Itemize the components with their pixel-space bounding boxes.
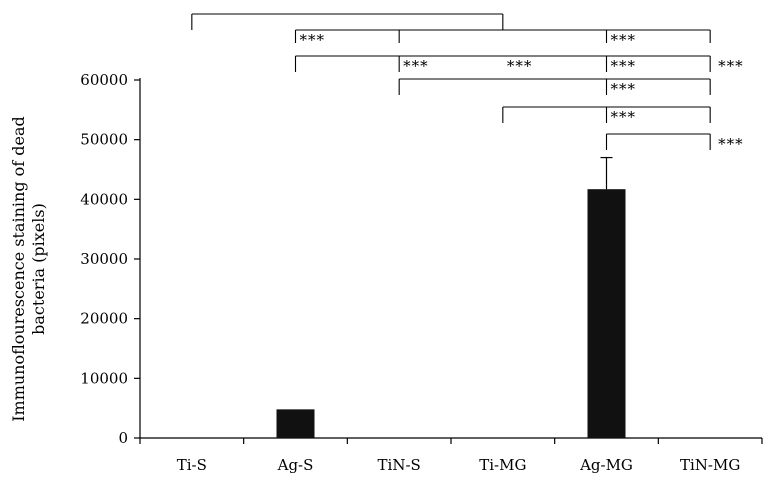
significance-bracket: *** *** *** *** bbox=[294, 55, 744, 75]
significance-label: *** bbox=[611, 57, 637, 75]
x-category-label: TiN-S bbox=[378, 456, 421, 474]
y-axis-label-line: bacteria (pixels) bbox=[29, 203, 48, 335]
significance-label: *** bbox=[403, 57, 429, 75]
significance-bracket bbox=[191, 13, 504, 30]
significance-label: *** bbox=[718, 135, 744, 153]
significance-label: *** bbox=[611, 31, 637, 49]
significance-brackets: *** *** *** *** *** *** *** *** *** bbox=[191, 13, 744, 153]
bar bbox=[276, 409, 315, 438]
y-axis-label: Immunoflourescence staining of dead bacte… bbox=[9, 116, 48, 422]
x-category-label: Ti-S bbox=[177, 456, 207, 474]
y-tick-label: 20000 bbox=[80, 310, 128, 328]
significance-label: *** bbox=[718, 57, 744, 75]
y-tick-label: 0 bbox=[118, 429, 128, 447]
x-categories: Ti-S Ag-S TiN-S Ti-MG Ag-MG TiN-MG bbox=[177, 456, 741, 474]
y-tick-label: 30000 bbox=[80, 250, 128, 268]
significance-label: *** bbox=[611, 108, 637, 126]
significance-bracket: *** bbox=[502, 106, 711, 126]
y-axis-label-line: Immunoflourescence staining of dead bbox=[9, 116, 28, 422]
x-category-label: TiN-MG bbox=[680, 456, 740, 474]
significance-label: *** bbox=[507, 57, 533, 75]
significance-bracket: *** bbox=[398, 78, 711, 98]
significance-label: *** bbox=[300, 31, 326, 49]
significance-label: *** bbox=[611, 80, 637, 98]
x-category-label: Ti-MG bbox=[479, 456, 526, 474]
x-category-label: Ag-S bbox=[277, 456, 314, 474]
bars bbox=[276, 189, 626, 438]
y-tick-label: 60000 bbox=[80, 71, 128, 89]
y-ticks: 0 10000 20000 30000 40000 50000 60000 bbox=[80, 71, 140, 447]
significance-bracket: *** bbox=[605, 133, 744, 153]
bar bbox=[587, 189, 626, 438]
significance-bracket: *** *** bbox=[294, 29, 711, 49]
y-tick-label: 40000 bbox=[80, 190, 128, 208]
error-bars bbox=[600, 156, 613, 190]
axes bbox=[139, 78, 763, 444]
y-tick-label: 10000 bbox=[80, 369, 128, 387]
x-category-label: Ag-MG bbox=[579, 456, 633, 474]
y-tick-label: 50000 bbox=[80, 131, 128, 149]
